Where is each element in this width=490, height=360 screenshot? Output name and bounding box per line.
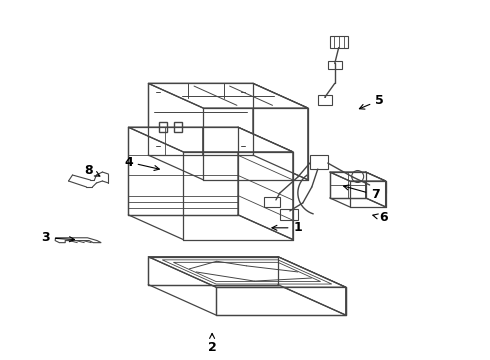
Text: 3: 3 <box>41 231 74 244</box>
Polygon shape <box>148 257 278 285</box>
Polygon shape <box>148 84 308 108</box>
Polygon shape <box>128 127 238 215</box>
Polygon shape <box>330 172 386 181</box>
Text: 4: 4 <box>124 156 159 171</box>
Text: 7: 7 <box>343 185 380 202</box>
Polygon shape <box>216 287 346 315</box>
Polygon shape <box>238 127 293 239</box>
Text: 2: 2 <box>208 333 217 354</box>
Polygon shape <box>148 84 253 155</box>
Polygon shape <box>173 262 320 282</box>
Polygon shape <box>128 127 293 152</box>
Polygon shape <box>330 172 366 198</box>
Polygon shape <box>148 257 346 287</box>
Polygon shape <box>253 84 308 180</box>
Polygon shape <box>366 172 386 207</box>
Text: 8: 8 <box>84 163 100 176</box>
Polygon shape <box>162 260 332 284</box>
Text: 5: 5 <box>359 94 384 109</box>
Polygon shape <box>278 257 346 315</box>
Text: 6: 6 <box>373 211 388 224</box>
Text: 1: 1 <box>272 221 302 234</box>
